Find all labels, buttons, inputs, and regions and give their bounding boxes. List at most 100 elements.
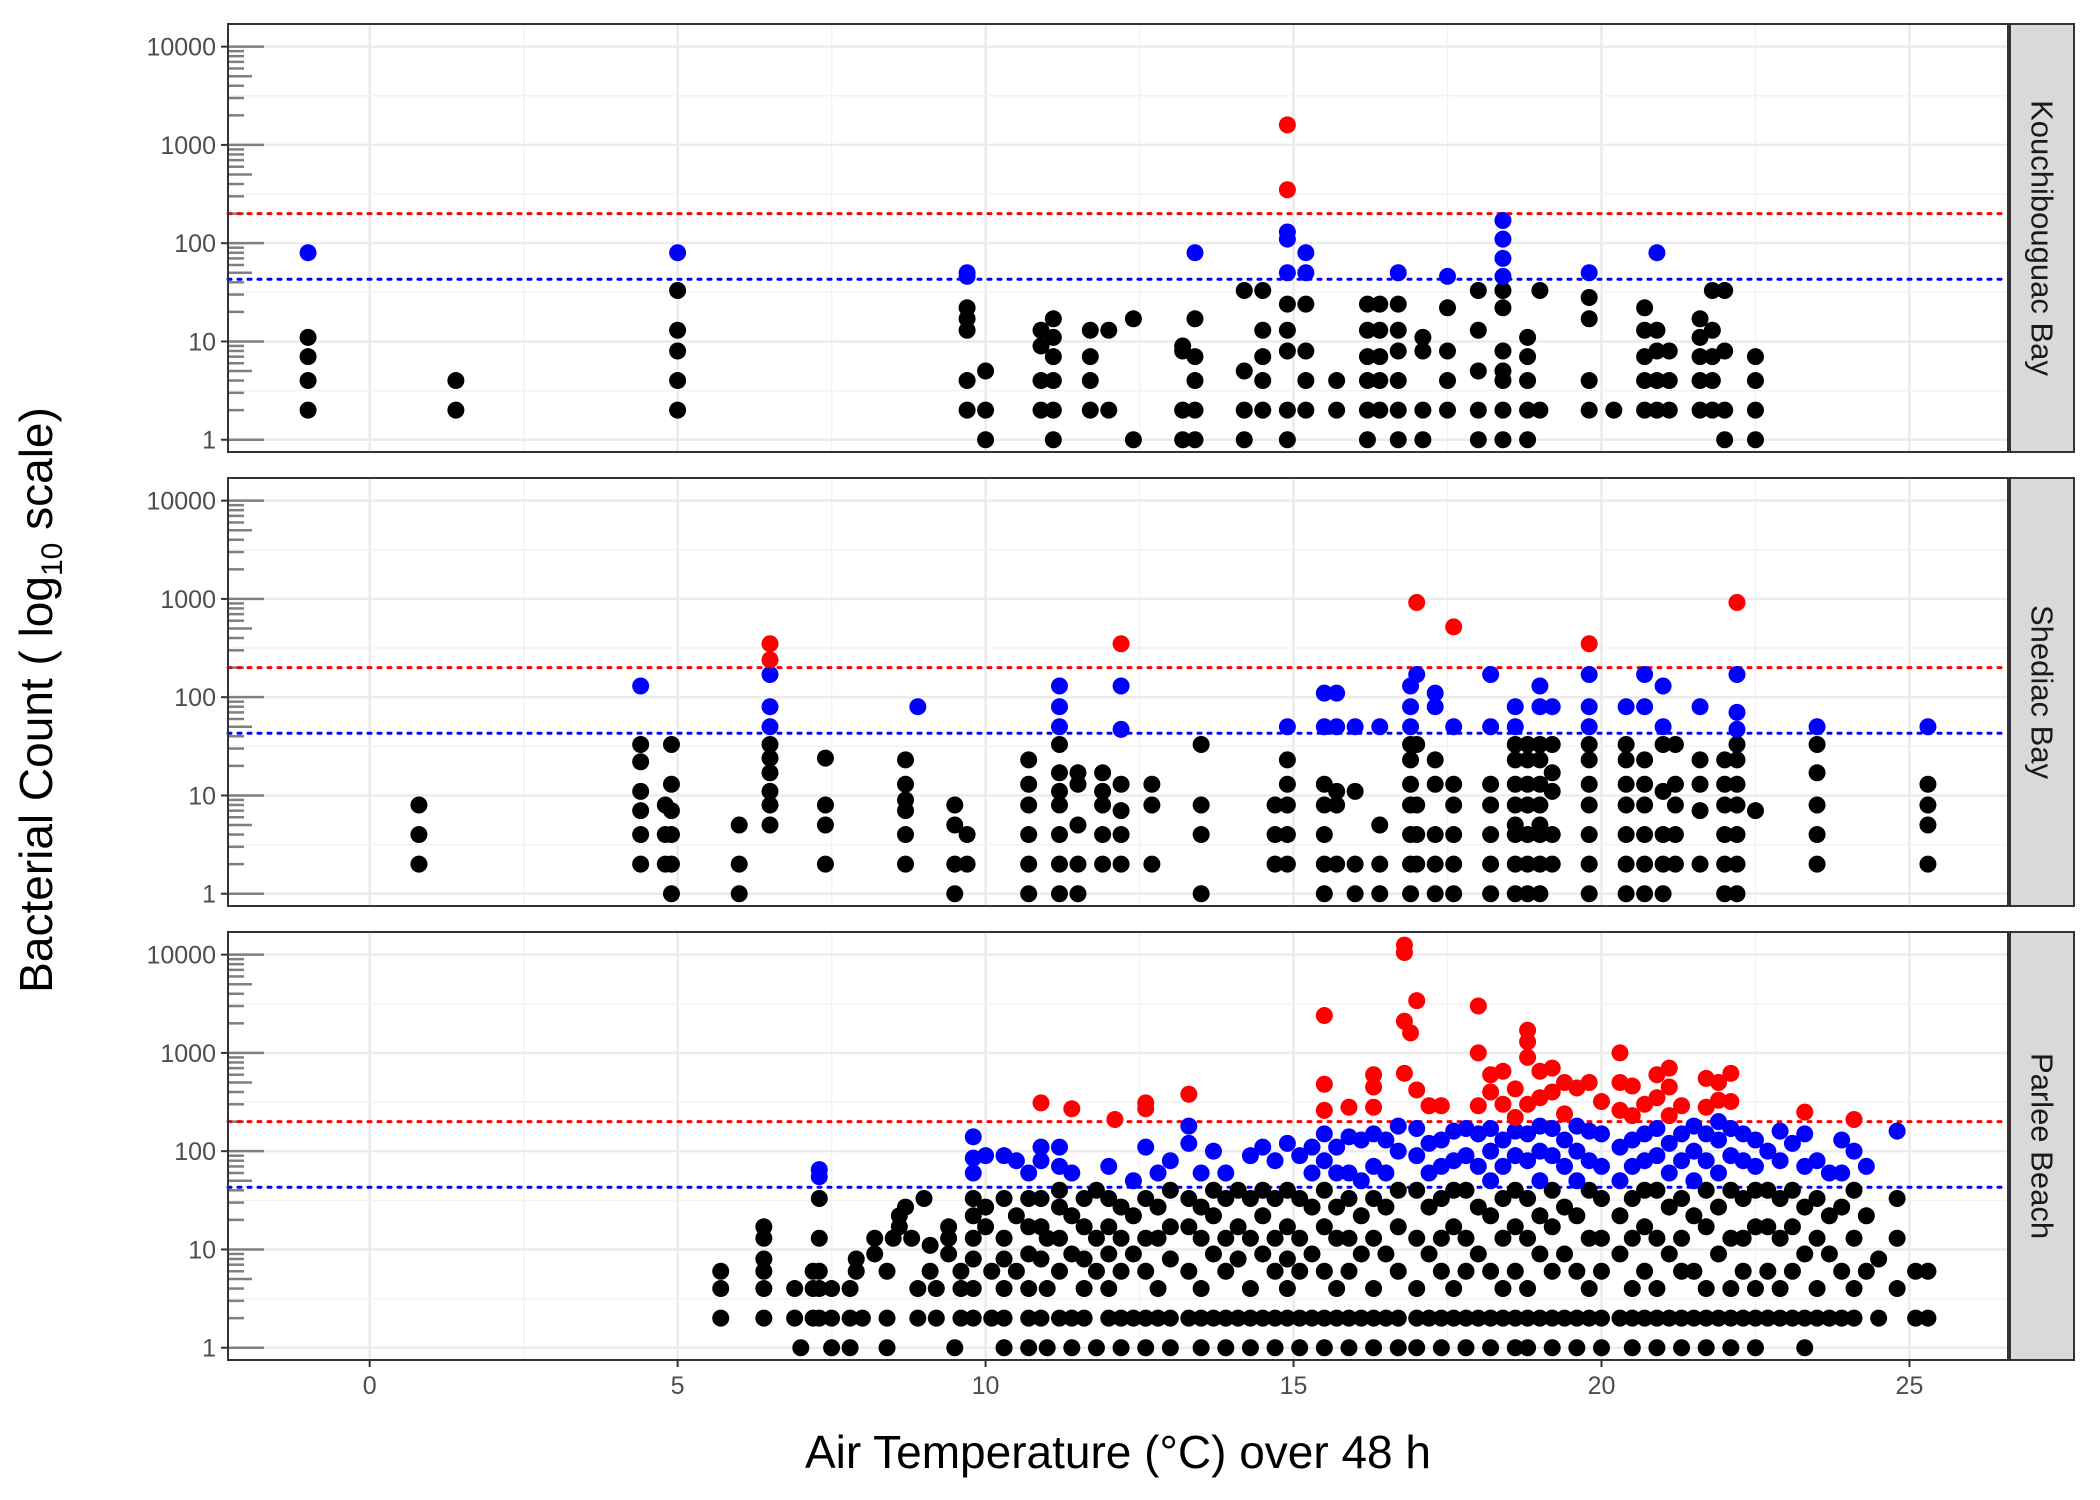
data-point [1180,1189,1198,1207]
data-point [1352,1207,1370,1225]
data-point [786,1309,804,1327]
data-point [1623,1077,1641,1095]
data-point [1432,1309,1450,1327]
data-point [1919,796,1937,814]
data-point [1734,1309,1752,1327]
data-point [1149,1164,1167,1182]
data-point [1445,775,1463,793]
data-point [1494,230,1512,248]
data-point [1094,764,1112,782]
data-point [977,1147,995,1165]
data-point [1106,1111,1124,1129]
data-point [1100,1157,1118,1175]
y-axis-title: Bacterial Count ( log10 scale) [10,407,69,993]
data-point [1278,321,1296,339]
data-point [977,431,995,449]
data-point [1408,1081,1426,1099]
data-point [1654,735,1672,753]
data-point [1592,1309,1610,1327]
data-point [1020,1309,1038,1327]
data-point [1666,796,1684,814]
data-point [940,1245,958,1263]
data-point [1469,1245,1487,1263]
data-point [1291,1189,1309,1207]
data-point [1112,720,1130,738]
data-point [927,1280,945,1298]
data-point [1032,1138,1050,1156]
data-point [1648,321,1666,339]
data-point [1377,1198,1395,1216]
data-point [1543,1059,1561,1077]
data-point [1746,1218,1764,1236]
data-point [1482,1172,1500,1190]
data-point [761,749,779,767]
data-point [1408,1229,1426,1247]
data-point [958,826,976,844]
data-point [1457,1262,1475,1280]
data-point [1710,1309,1728,1327]
data-point [1087,1339,1105,1357]
data-point [1531,885,1549,903]
data-point [1519,1229,1537,1247]
data-point [1808,1229,1826,1247]
data-point [669,401,687,419]
data-point [1722,1064,1740,1082]
data-point [1432,1097,1450,1115]
data-point [1543,855,1561,873]
data-point [1389,431,1407,449]
data-point [755,1280,773,1298]
data-point [810,1168,828,1186]
data-point [1519,775,1537,793]
data-point [1519,751,1537,769]
data-point [964,1164,982,1182]
y-tick-label: 1000 [160,1040,216,1068]
data-point [866,1229,884,1247]
data-point [1204,1245,1222,1263]
data-point [1722,1181,1740,1199]
data-point [964,1229,982,1247]
data-point [1032,337,1050,355]
data-point [1710,1245,1728,1263]
data-point [1648,1181,1666,1199]
data-point [1395,1064,1413,1082]
data-point [1389,1218,1407,1236]
data-point [1728,703,1746,721]
data-point [1845,1309,1863,1327]
data-point [1358,431,1376,449]
data-point [1278,295,1296,313]
data-point [1340,1098,1358,1116]
data-point [299,372,317,390]
data-point [878,1309,896,1327]
data-point [1543,782,1561,800]
data-point [1303,1309,1321,1327]
x-axis-title: Air Temperature (°C) over 48 h [805,1426,1431,1478]
data-point [1192,1339,1210,1357]
data-point [1007,1152,1025,1170]
data-point [1531,281,1549,299]
data-point [1494,281,1512,299]
data-point [1044,348,1062,366]
data-point [1648,1089,1666,1107]
data-point [1149,1309,1167,1327]
data-point [1432,1262,1450,1280]
data-point [1112,802,1130,820]
y-tick-label: 1 [202,427,216,455]
data-point [1328,782,1346,800]
data-point [1580,1073,1598,1091]
data-point [810,1309,828,1327]
data-point [1710,1164,1728,1182]
data-point [1457,1309,1475,1327]
data-point [1137,1189,1155,1207]
data-point [1266,1262,1284,1280]
data-point [1457,1339,1475,1357]
data-point [1506,796,1524,814]
data-point [1426,826,1444,844]
data-point [1808,735,1826,753]
data-point [1654,718,1672,736]
data-point [662,826,680,844]
data-point [1666,735,1684,753]
data-point [1660,1164,1678,1182]
data-point [1494,401,1512,419]
data-point [1716,431,1734,449]
data-point [1482,1309,1500,1327]
